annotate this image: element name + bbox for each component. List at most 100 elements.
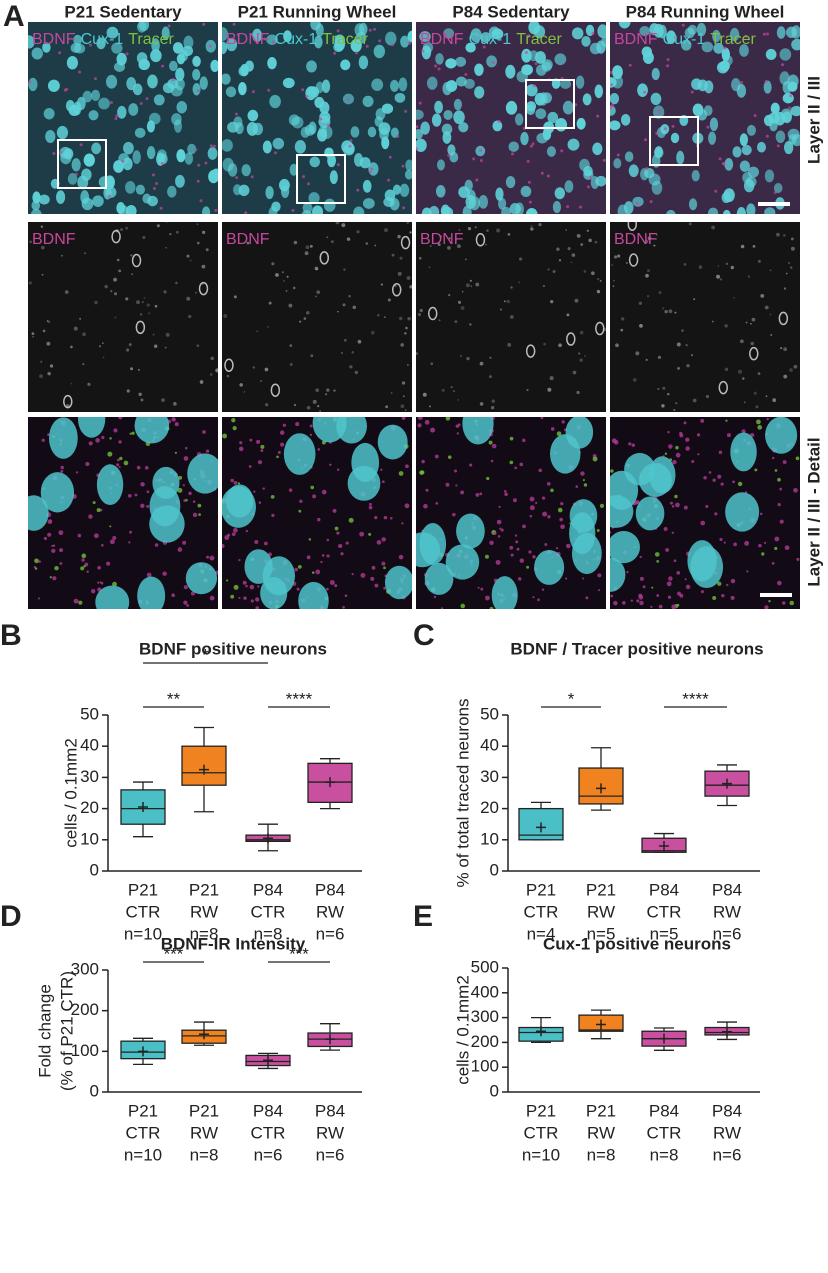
cell — [718, 380, 729, 395]
nucleus — [146, 146, 156, 160]
speck — [325, 587, 329, 591]
nucleus — [552, 200, 562, 214]
speck — [87, 382, 91, 386]
speck — [653, 244, 656, 247]
speck — [773, 191, 777, 195]
cell — [63, 394, 73, 409]
speck — [154, 304, 158, 308]
nucleus — [725, 492, 760, 532]
speck — [662, 386, 666, 390]
speck — [529, 505, 535, 511]
speck — [424, 419, 430, 425]
nucleus — [111, 42, 123, 54]
nucleus — [442, 81, 452, 96]
speck — [310, 354, 314, 358]
speck — [419, 470, 424, 475]
nucleus — [227, 121, 239, 133]
speck — [740, 244, 745, 249]
speck — [671, 531, 674, 534]
speck — [156, 224, 160, 228]
nucleus — [405, 159, 412, 171]
speck — [474, 226, 477, 229]
speck — [125, 52, 129, 56]
x-tick-label: CTR — [251, 902, 286, 921]
speck — [126, 389, 130, 393]
x-tick-label: P21 — [128, 880, 158, 899]
speck — [337, 310, 339, 313]
speck — [334, 526, 339, 531]
nucleus — [480, 32, 492, 43]
nucleus — [739, 44, 749, 57]
speck — [233, 480, 238, 485]
speck — [401, 417, 406, 420]
nucleus — [105, 74, 118, 89]
speck — [309, 424, 313, 428]
speck — [486, 476, 490, 481]
speck — [186, 254, 190, 258]
nucleus — [244, 549, 273, 584]
speck — [658, 604, 663, 609]
y-tick-label: 20 — [480, 798, 499, 817]
speck — [656, 560, 660, 563]
nucleus — [368, 162, 379, 176]
speck — [537, 598, 540, 602]
speck — [723, 46, 727, 50]
nucleus — [407, 30, 412, 43]
nucleus — [291, 116, 304, 129]
speck — [700, 590, 705, 594]
speck — [238, 596, 241, 600]
speck — [479, 148, 483, 152]
nucleus — [624, 453, 656, 486]
speck — [306, 311, 310, 315]
speck — [612, 285, 615, 288]
speck — [289, 344, 293, 347]
nucleus — [434, 100, 443, 114]
speck — [433, 595, 437, 599]
nucleus — [436, 159, 445, 171]
nucleus — [455, 76, 467, 87]
nucleus — [453, 110, 465, 125]
speck — [285, 290, 288, 292]
speck — [231, 532, 236, 537]
speck — [732, 480, 736, 484]
speck — [491, 399, 495, 403]
speck — [547, 387, 552, 392]
stain-label: Tracer — [128, 31, 174, 48]
speck — [672, 460, 677, 465]
nucleus — [445, 544, 480, 580]
speck — [230, 594, 235, 599]
nucleus — [225, 484, 254, 518]
speck — [759, 512, 763, 516]
speck — [662, 307, 665, 310]
speck — [789, 368, 793, 372]
speck — [583, 483, 588, 487]
speck — [457, 244, 461, 249]
speck — [777, 580, 782, 586]
speck — [368, 505, 373, 510]
speck — [575, 485, 579, 488]
speck — [615, 343, 619, 348]
stain-labels: BDNF — [32, 231, 76, 248]
panel-letter: D — [0, 900, 22, 933]
x-tick-label: n=6 — [254, 1145, 283, 1164]
speck — [469, 463, 473, 467]
speck — [118, 269, 122, 273]
nucleus — [613, 158, 622, 169]
column-title: P21 Running Wheel — [238, 2, 397, 21]
nucleus — [534, 51, 546, 64]
nucleus — [184, 152, 194, 165]
nucleus — [520, 185, 532, 197]
speck — [304, 251, 309, 256]
speck — [332, 508, 337, 513]
speck — [559, 517, 563, 522]
mean-marker — [659, 1033, 669, 1044]
speck — [119, 456, 123, 461]
speck — [65, 87, 69, 91]
speck — [479, 158, 483, 162]
cell — [427, 306, 438, 321]
speck — [245, 529, 249, 533]
speck — [120, 228, 123, 231]
speck — [639, 555, 642, 559]
speck — [174, 422, 179, 427]
nucleus — [241, 164, 251, 177]
